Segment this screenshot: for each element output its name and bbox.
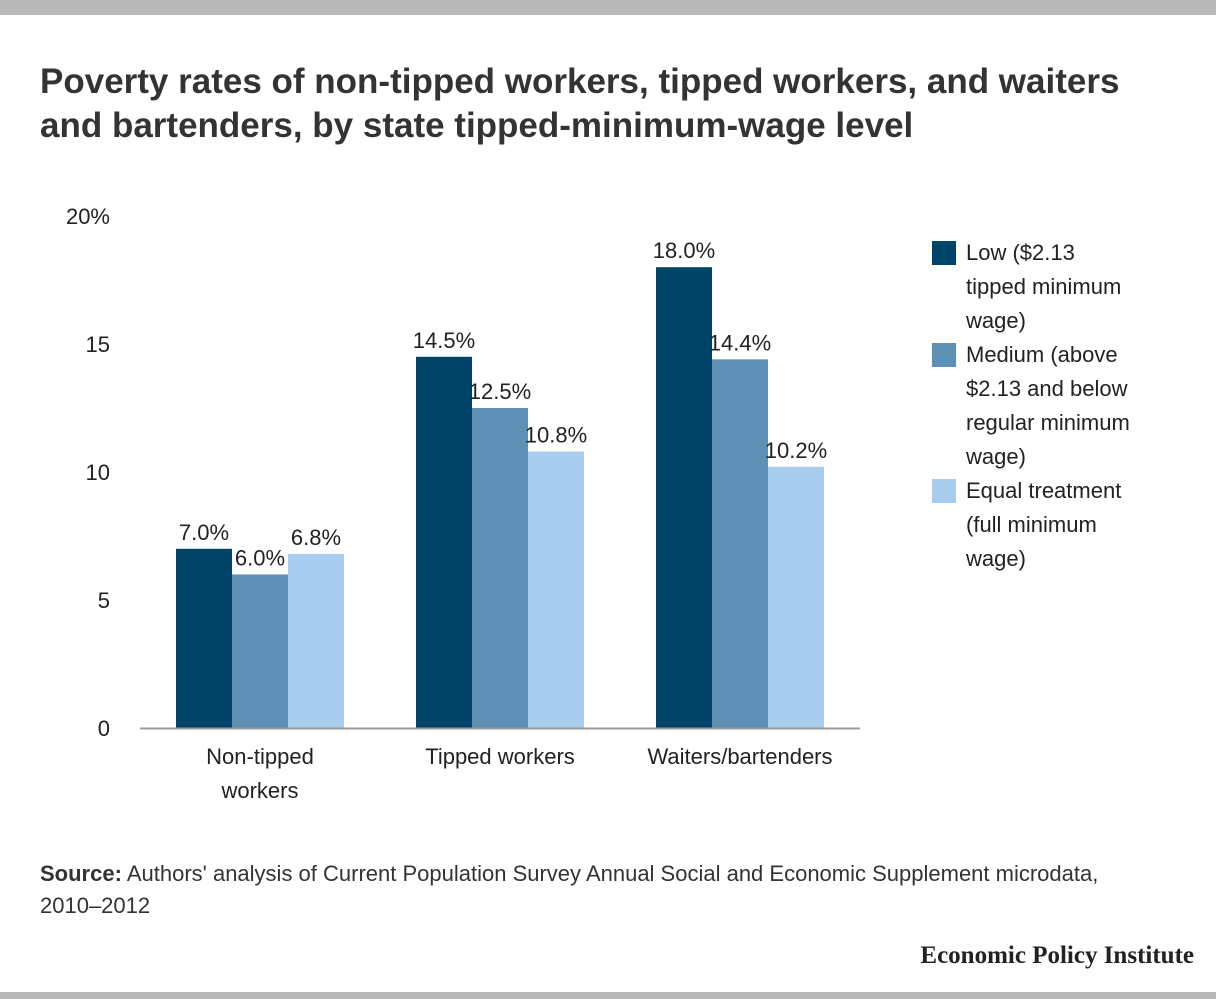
bar-low: [416, 356, 472, 728]
bar-low: [656, 267, 712, 728]
data-label: 6.0%: [235, 545, 285, 570]
bottom-border-bar: [0, 992, 1216, 999]
bar-medium: [472, 408, 528, 728]
legend: Low ($2.13 tipped minimum wage) Medium (…: [932, 236, 1132, 576]
data-label: 14.4%: [709, 330, 771, 355]
y-tick-label: 15: [86, 332, 110, 357]
category-label: Waiters/bartenders: [647, 744, 832, 769]
category-label-line: Waiters/bartenders: [647, 744, 832, 769]
top-border-bar: [0, 0, 1216, 15]
legend-item-low: Low ($2.13 tipped minimum wage): [932, 236, 1132, 338]
y-tick-label: 0: [98, 716, 110, 741]
data-label: 18.0%: [653, 238, 715, 263]
data-label: 7.0%: [179, 520, 229, 545]
brand-logo: Economic Policy Institute: [920, 942, 1194, 969]
y-tick-label: 20%: [66, 204, 110, 229]
category-label: Tipped workers: [425, 744, 575, 769]
source-label: Source:: [40, 861, 122, 886]
bar-equal: [288, 553, 344, 728]
legend-label-equal: Equal treatment (full minimum wage): [966, 478, 1122, 571]
data-label: 12.5%: [469, 379, 531, 404]
legend-label-medium: Medium (above $2.13 and below regular mi…: [966, 342, 1130, 469]
bar-medium: [712, 359, 768, 728]
bar-low: [176, 548, 232, 728]
source-text: Authors' analysis of Current Population …: [40, 861, 1099, 918]
category-label-line: workers: [220, 778, 298, 803]
data-label: 6.8%: [291, 525, 341, 550]
y-tick-label: 10: [86, 460, 110, 485]
category-label-line: Tipped workers: [425, 744, 575, 769]
data-label: 10.2%: [765, 438, 827, 463]
legend-swatch-medium: [932, 343, 956, 367]
bar-equal: [528, 451, 584, 728]
category-label: Non-tipped workers: [206, 744, 314, 803]
category-label-line: Non-tipped: [206, 744, 314, 769]
y-tick-label: 5: [98, 588, 110, 613]
data-label: 10.8%: [525, 423, 587, 448]
source-note: Source: Authors' analysis of Current Pop…: [40, 858, 1160, 922]
data-label: 14.5%: [413, 328, 475, 353]
chart-title: Poverty rates of non-tipped workers, tip…: [40, 62, 1120, 145]
legend-swatch-low: [932, 241, 956, 265]
legend-label-low: Low ($2.13 tipped minimum wage): [966, 240, 1122, 333]
legend-item-equal: Equal treatment (full minimum wage): [932, 474, 1132, 576]
legend-swatch-equal: [932, 479, 956, 503]
bar-equal: [768, 466, 824, 728]
legend-item-medium: Medium (above $2.13 and below regular mi…: [932, 338, 1132, 474]
bar-medium: [232, 574, 288, 728]
